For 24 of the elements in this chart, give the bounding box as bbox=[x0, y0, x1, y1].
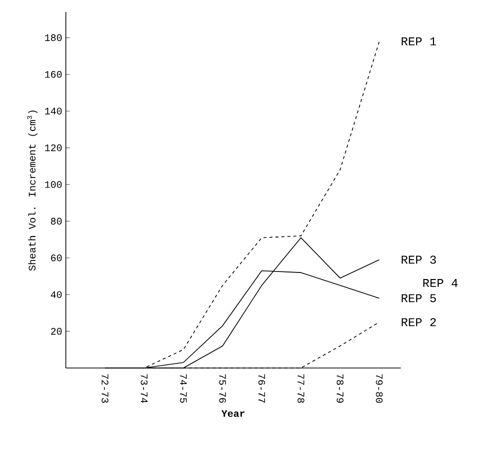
x-tick-label: 74-75 bbox=[180, 374, 187, 403]
x-tick-label: 76-77 bbox=[258, 374, 266, 403]
y-tick-label: 40 bbox=[50, 291, 62, 298]
y-tick-label: 140 bbox=[45, 108, 62, 114]
x-tick-label: 75-76 bbox=[219, 374, 226, 403]
x-tick-label: 79-80 bbox=[376, 374, 383, 403]
series-label: REP 1 bbox=[402, 37, 436, 46]
text: REP 4 bbox=[423, 279, 458, 287]
y-tick-label: 80 bbox=[50, 218, 62, 225]
y-tick-label: 100 bbox=[45, 181, 62, 188]
y-tick-label: 160 bbox=[45, 71, 62, 78]
y-tick-label: 180 bbox=[45, 34, 62, 42]
series-label: REP 3 bbox=[402, 256, 436, 264]
y-tick-label: 20 bbox=[51, 328, 62, 335]
x-axis-title: Year bbox=[221, 410, 245, 417]
y-tick-label: 60 bbox=[51, 254, 62, 262]
x-tick-label: 77-78 bbox=[298, 374, 304, 403]
x-tick-label: 73-74 bbox=[140, 374, 148, 403]
x-tick-label: 78-79 bbox=[336, 374, 344, 403]
y-tick-label: 120 bbox=[45, 144, 62, 152]
series-label: REP 5 bbox=[402, 294, 436, 302]
y-axis-title: Sheath Vol. Increment (cm$^{3}$) bbox=[27, 110, 38, 271]
series-label: REP 2 bbox=[402, 318, 436, 326]
x-tick-label: 72-73 bbox=[102, 374, 108, 403]
